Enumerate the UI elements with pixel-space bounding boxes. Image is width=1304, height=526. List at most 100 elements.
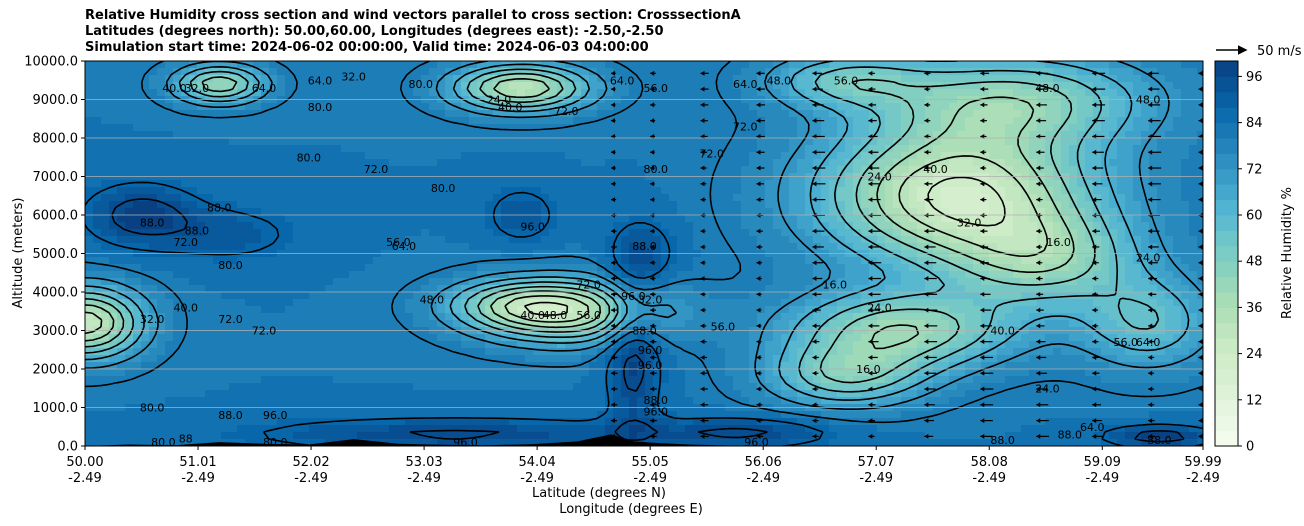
- humidity-cell: [717, 159, 726, 167]
- humidity-cell: [93, 369, 102, 377]
- humidity-cell: [133, 418, 142, 426]
- humidity-cell: [789, 103, 798, 111]
- humidity-cell: [749, 348, 758, 356]
- humidity-cell: [709, 292, 718, 300]
- humidity-cell: [405, 376, 414, 384]
- humidity-cell: [805, 152, 814, 160]
- humidity-cell: [517, 166, 526, 174]
- humidity-cell: [541, 194, 550, 202]
- humidity-cell: [693, 299, 702, 307]
- humidity-cell: [701, 257, 710, 265]
- humidity-cell: [229, 313, 238, 321]
- humidity-cell: [533, 124, 542, 132]
- humidity-cell: [525, 418, 534, 426]
- humidity-cell: [685, 131, 694, 139]
- humidity-cell: [373, 201, 382, 209]
- humidity-cell: [693, 397, 702, 405]
- humidity-cell: [429, 201, 438, 209]
- humidity-cell: [613, 75, 622, 83]
- humidity-cell: [597, 355, 606, 363]
- humidity-cell: [765, 355, 774, 363]
- humidity-cell: [341, 194, 350, 202]
- humidity-cell: [253, 215, 262, 223]
- humidity-cell: [205, 376, 214, 384]
- humidity-cell: [253, 264, 262, 272]
- humidity-cell: [493, 89, 502, 97]
- humidity-cell: [181, 285, 190, 293]
- humidity-cell: [333, 229, 342, 237]
- humidity-cell: [773, 222, 782, 230]
- humidity-cell: [93, 383, 102, 391]
- humidity-cell: [741, 187, 750, 195]
- humidity-cell: [629, 222, 638, 230]
- humidity-cell: [605, 418, 614, 426]
- humidity-cell: [637, 61, 646, 69]
- humidity-cell: [117, 376, 126, 384]
- humidity-cell: [725, 376, 734, 384]
- humidity-cell: [709, 166, 718, 174]
- humidity-cell: [213, 299, 222, 307]
- humidity-cell: [701, 334, 710, 342]
- humidity-cell: [701, 278, 710, 286]
- humidity-cell: [661, 432, 670, 440]
- humidity-cell: [645, 194, 654, 202]
- humidity-cell: [325, 425, 334, 433]
- humidity-cell: [85, 397, 94, 405]
- humidity-cell: [485, 222, 494, 230]
- humidity-cell: [309, 341, 318, 349]
- humidity-cell: [453, 61, 462, 69]
- humidity-cell: [413, 264, 422, 272]
- humidity-cell: [789, 201, 798, 209]
- humidity-cell: [181, 299, 190, 307]
- humidity-cell: [805, 61, 814, 69]
- humidity-cell: [149, 117, 158, 125]
- humidity-cell: [669, 411, 678, 419]
- humidity-cell: [269, 152, 278, 160]
- humidity-cell: [389, 208, 398, 216]
- humidity-cell: [157, 383, 166, 391]
- humidity-cell: [157, 89, 166, 97]
- humidity-cell: [453, 187, 462, 195]
- humidity-cell: [621, 285, 630, 293]
- humidity-cell: [781, 376, 790, 384]
- humidity-cell: [285, 215, 294, 223]
- humidity-cell: [381, 145, 390, 153]
- humidity-cell: [237, 376, 246, 384]
- humidity-cell: [805, 348, 814, 356]
- humidity-cell: [221, 201, 230, 209]
- humidity-cell: [309, 271, 318, 279]
- humidity-cell: [621, 110, 630, 118]
- humidity-cell: [253, 271, 262, 279]
- humidity-cell: [253, 320, 262, 328]
- humidity-cell: [85, 166, 94, 174]
- humidity-cell: [125, 418, 134, 426]
- humidity-cell: [325, 334, 334, 342]
- humidity-cell: [365, 124, 374, 132]
- chart-title-line-2: Latitudes (degrees north): 50.00,60.00, …: [85, 24, 664, 39]
- humidity-cell: [365, 152, 374, 160]
- humidity-cell: [797, 229, 806, 237]
- humidity-cell: [741, 166, 750, 174]
- humidity-cell: [261, 222, 270, 230]
- humidity-cell: [581, 390, 590, 398]
- humidity-cell: [373, 264, 382, 272]
- humidity-cell: [165, 201, 174, 209]
- humidity-cell: [685, 152, 694, 160]
- humidity-cell: [525, 390, 534, 398]
- humidity-cell: [645, 124, 654, 132]
- humidity-cell: [349, 299, 358, 307]
- humidity-cell: [229, 166, 238, 174]
- humidity-cell: [461, 397, 470, 405]
- humidity-cell: [733, 89, 742, 97]
- humidity-cell: [533, 110, 542, 118]
- humidity-cell: [525, 292, 534, 300]
- humidity-cell: [293, 229, 302, 237]
- humidity-cell: [245, 89, 254, 97]
- humidity-cell: [693, 194, 702, 202]
- humidity-cell: [429, 243, 438, 251]
- humidity-cell: [93, 61, 102, 69]
- humidity-cell: [477, 271, 486, 279]
- humidity-cell: [741, 376, 750, 384]
- humidity-cell: [125, 201, 134, 209]
- humidity-cell: [333, 159, 342, 167]
